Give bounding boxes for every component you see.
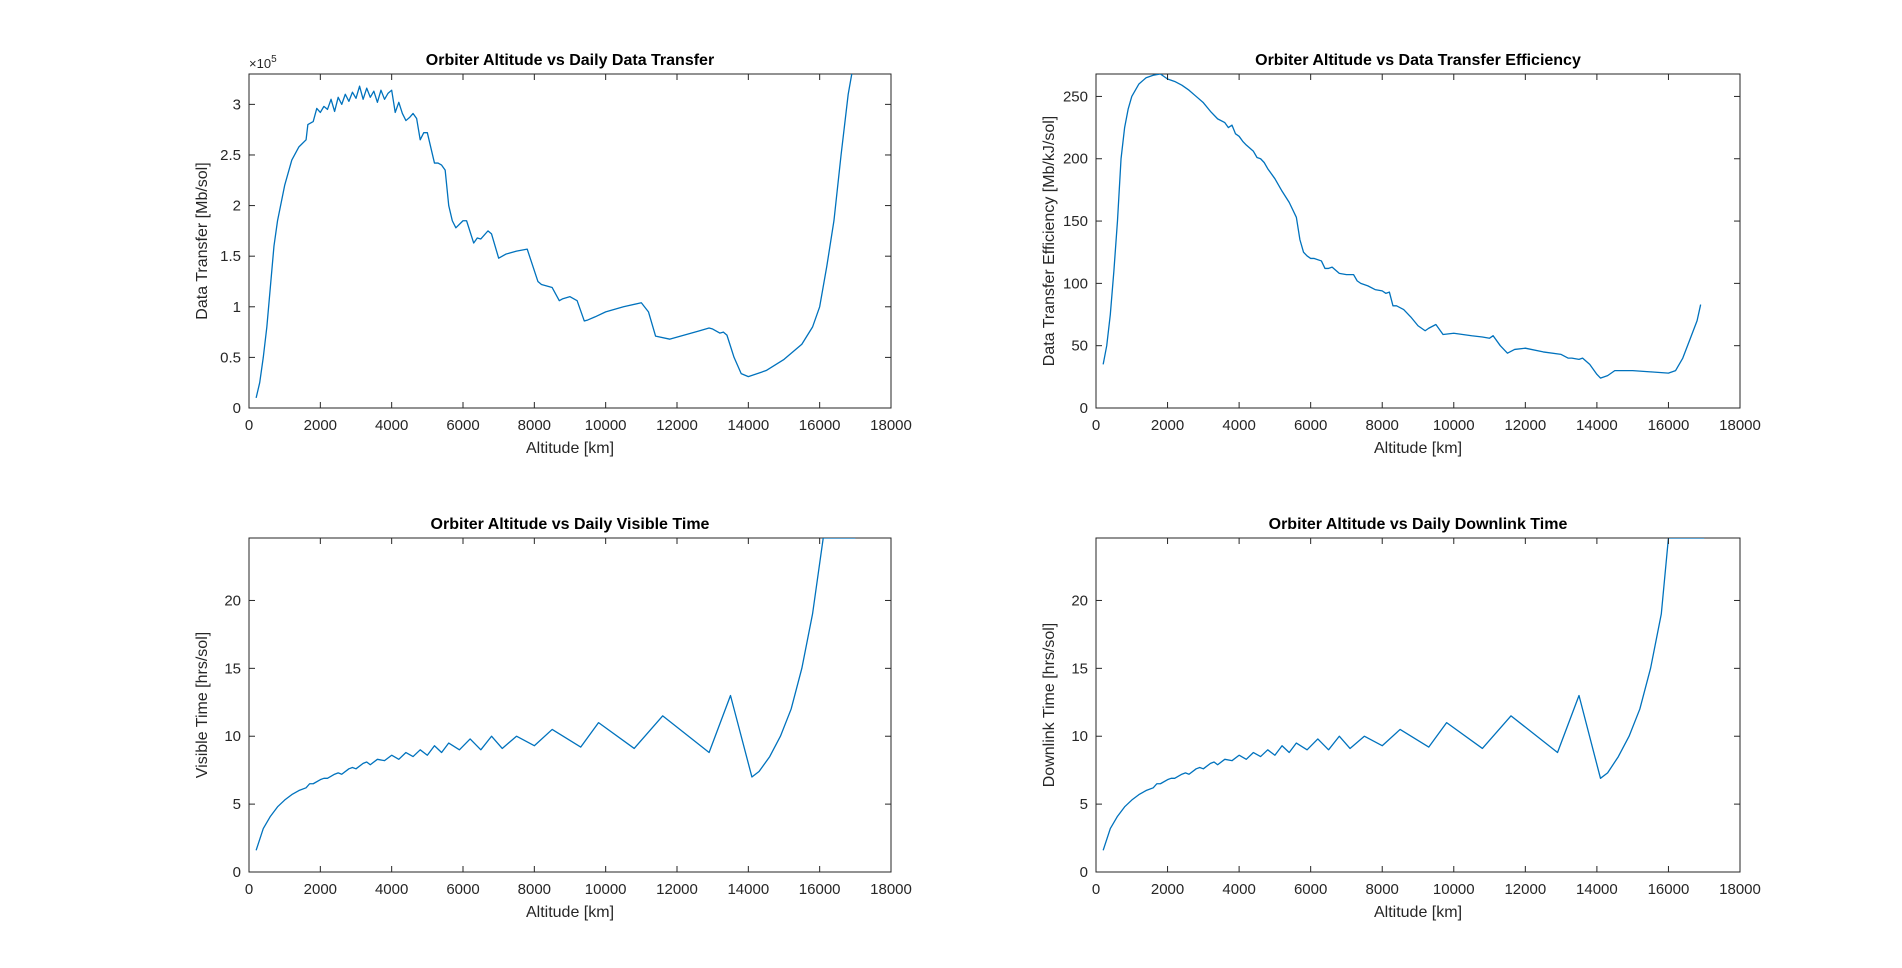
x-tick-label: 4000 bbox=[1222, 881, 1255, 898]
x-tick-label: 8000 bbox=[518, 881, 551, 898]
y-exponent-power: 5 bbox=[271, 54, 277, 65]
x-tick-label: 10000 bbox=[585, 417, 627, 434]
chart-title: Orbiter Altitude vs Daily Data Transfer bbox=[426, 52, 714, 69]
x-tick-label: 2000 bbox=[1151, 417, 1184, 434]
x-tick-label: 16000 bbox=[799, 881, 841, 898]
chart-1: 0 2000 4000 6000 8000 10000 12000 14000 16000 180… bbox=[194, 52, 912, 457]
x-tick-label: 8000 bbox=[518, 417, 551, 434]
chart-3: 0 2000 4000 6000 8000 10000 12000 14000 16000 180… bbox=[194, 516, 912, 921]
y-tick-label: 250 bbox=[1063, 88, 1088, 105]
series-line bbox=[1102, 538, 1705, 851]
x-tick-label: 2000 bbox=[304, 417, 337, 434]
y-tick-label: 20 bbox=[1071, 592, 1088, 609]
x-tick-label: 14000 bbox=[1576, 881, 1618, 898]
x-tick-label: 16000 bbox=[1648, 881, 1690, 898]
series-line bbox=[255, 74, 853, 399]
y-tick-label: 15 bbox=[1071, 660, 1088, 677]
y-tick-label: 100 bbox=[1063, 275, 1088, 292]
chart-title: Orbiter Altitude vs Data Transfer Effici… bbox=[1255, 52, 1581, 69]
x-tick-label: 10000 bbox=[1433, 417, 1475, 434]
x-tick-label: 4000 bbox=[375, 881, 408, 898]
series-line bbox=[1102, 74, 1702, 379]
x-tick-label: 14000 bbox=[727, 881, 769, 898]
y-tick-label: 1.5 bbox=[220, 248, 241, 265]
x-tick-label: 10000 bbox=[1433, 881, 1475, 898]
x-tick-label: 12000 bbox=[656, 881, 698, 898]
x-tick-label: 6000 bbox=[446, 881, 479, 898]
y-tick-label: 10 bbox=[224, 728, 241, 745]
x-tick-label: 4000 bbox=[1222, 417, 1255, 434]
plot-area bbox=[1095, 73, 1741, 409]
y-tick-label: 2.5 bbox=[220, 147, 241, 164]
x-tick-label: 18000 bbox=[870, 881, 912, 898]
x-tick-label: 0 bbox=[245, 417, 253, 434]
x-tick-label: 16000 bbox=[1648, 417, 1690, 434]
x-axis-label: Altitude [km] bbox=[1374, 904, 1462, 921]
y-tick-label: 150 bbox=[1063, 213, 1088, 230]
y-tick-label: 10 bbox=[1071, 728, 1088, 745]
y-axis-label: Visible Time [hrs/sol] bbox=[194, 632, 211, 778]
x-tick-label: 10000 bbox=[585, 881, 627, 898]
x-axis-label: Altitude [km] bbox=[1374, 440, 1462, 457]
chart-4: 0 2000 4000 6000 8000 10000 12000 14000 16000 180… bbox=[1041, 516, 1761, 921]
y-tick-label: 5 bbox=[1080, 796, 1088, 813]
plot-area bbox=[248, 537, 892, 873]
x-tick-label: 0 bbox=[1092, 881, 1100, 898]
x-tick-label: 16000 bbox=[799, 417, 841, 434]
plot-area bbox=[1095, 537, 1741, 873]
y-tick-label: 200 bbox=[1063, 151, 1088, 168]
chart-title: Orbiter Altitude vs Daily Visible Time bbox=[431, 516, 710, 533]
x-tick-label: 8000 bbox=[1366, 417, 1399, 434]
y-tick-label: 0.5 bbox=[220, 349, 241, 366]
x-tick-label: 6000 bbox=[446, 417, 479, 434]
chart-2: 0 2000 4000 6000 8000 10000 12000 14000 16000 180… bbox=[1041, 52, 1761, 457]
y-axis-label: Data Transfer Efficiency [Mb/kJ/sol] bbox=[1041, 116, 1058, 366]
y-axis-label: Data Transfer [Mb/sol] bbox=[194, 162, 211, 319]
x-tick-label: 0 bbox=[245, 881, 253, 898]
y-tick-label: 3 bbox=[233, 96, 241, 113]
y-tick-label: 50 bbox=[1071, 338, 1088, 355]
x-tick-label: 18000 bbox=[1719, 881, 1761, 898]
x-tick-label: 8000 bbox=[1366, 881, 1399, 898]
x-tick-label: 4000 bbox=[375, 417, 408, 434]
y-tick-label: 2 bbox=[233, 198, 241, 215]
x-tick-label: 12000 bbox=[1504, 417, 1546, 434]
x-tick-label: 6000 bbox=[1294, 417, 1327, 434]
chart-title: Orbiter Altitude vs Daily Downlink Time bbox=[1269, 516, 1568, 533]
x-axis-label: Altitude [km] bbox=[526, 904, 614, 921]
x-tick-label: 18000 bbox=[1719, 417, 1761, 434]
y-tick-label: 1 bbox=[233, 299, 241, 316]
x-axis-label: Altitude [km] bbox=[526, 440, 614, 457]
series-line bbox=[255, 538, 856, 851]
x-tick-label: 2000 bbox=[1151, 881, 1184, 898]
x-tick-label: 14000 bbox=[1576, 417, 1618, 434]
x-tick-label: 18000 bbox=[870, 417, 912, 434]
y-tick-label: 0 bbox=[233, 864, 241, 881]
x-tick-label: 6000 bbox=[1294, 881, 1327, 898]
y-tick-label: 20 bbox=[224, 592, 241, 609]
y-tick-label: 0 bbox=[1080, 864, 1088, 881]
y-tick-label: 15 bbox=[224, 660, 241, 677]
x-tick-label: 2000 bbox=[304, 881, 337, 898]
y-tick-label: 0 bbox=[233, 400, 241, 417]
x-tick-label: 14000 bbox=[727, 417, 769, 434]
plot-area bbox=[248, 73, 892, 409]
y-tick-label: 5 bbox=[233, 796, 241, 813]
x-tick-label: 12000 bbox=[1504, 881, 1546, 898]
y-axis-label: Downlink Time [hrs/sol] bbox=[1041, 623, 1058, 788]
x-tick-label: 0 bbox=[1092, 417, 1100, 434]
y-exponent-label: ×105 bbox=[249, 54, 277, 71]
x-tick-label: 12000 bbox=[656, 417, 698, 434]
y-tick-label: 0 bbox=[1080, 400, 1088, 417]
